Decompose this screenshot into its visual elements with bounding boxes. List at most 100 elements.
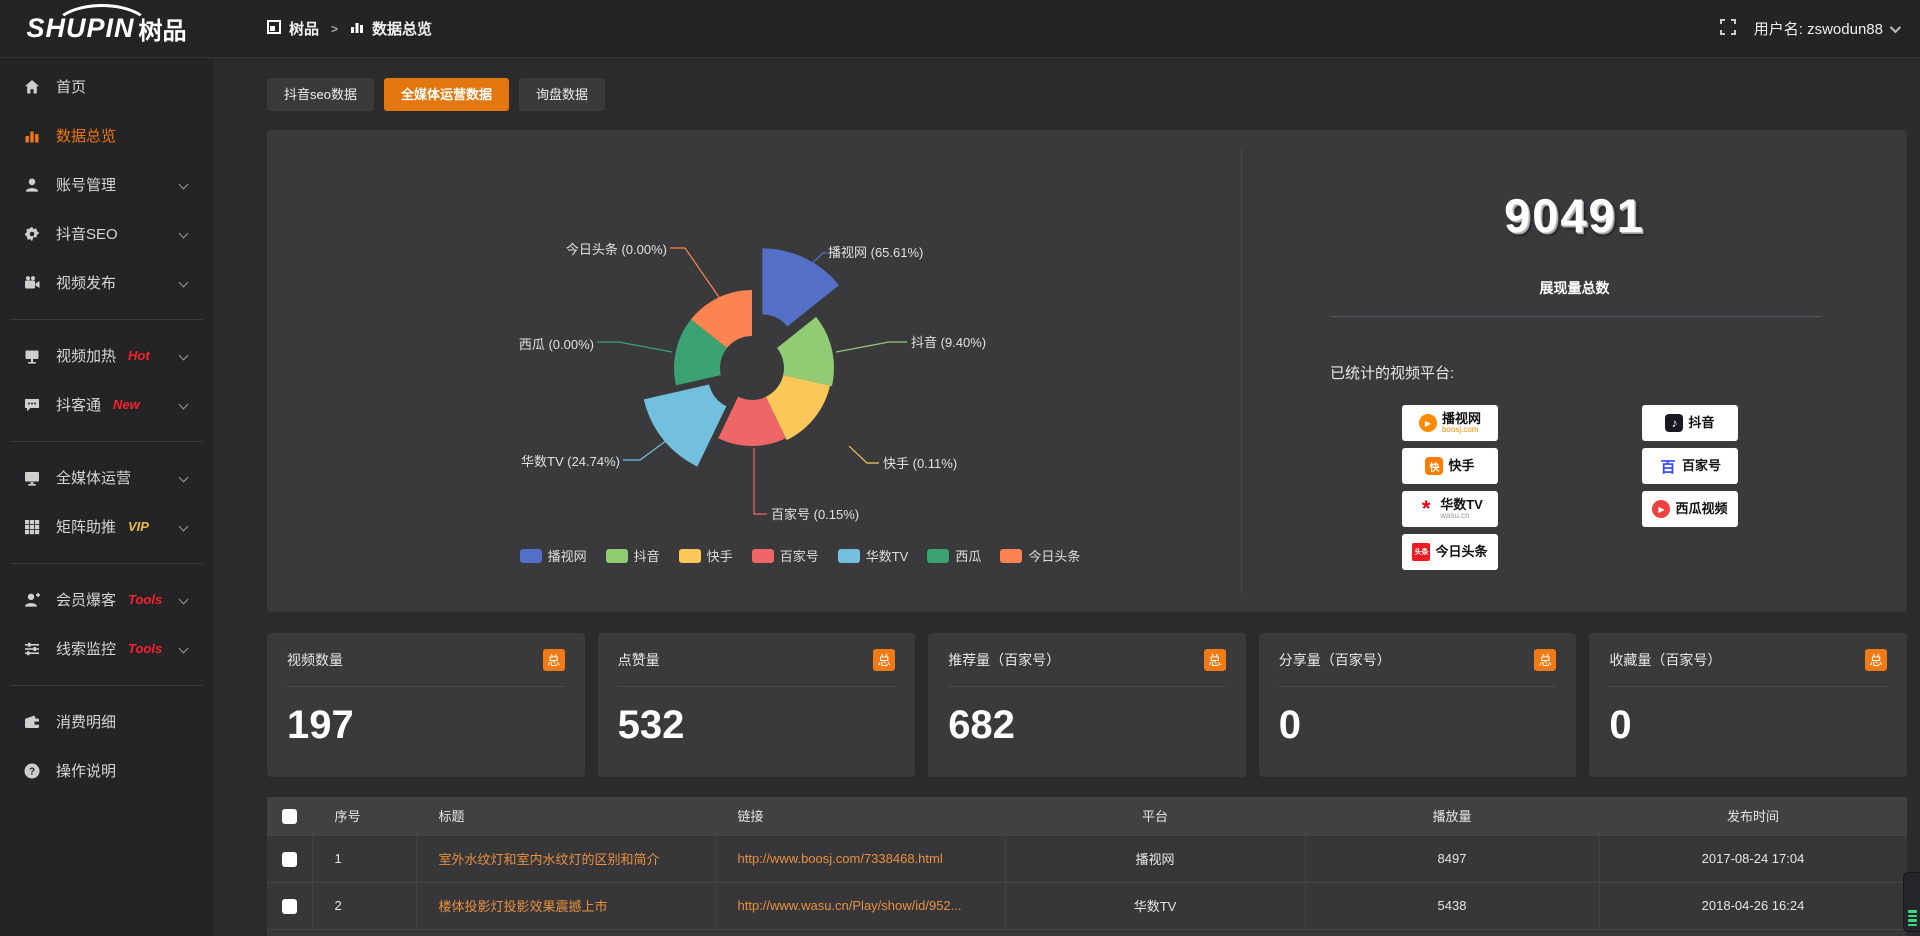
pie-slice-今日头条[interactable]	[691, 290, 752, 348]
sidebar-item-矩阵助推[interactable]: 矩阵助推 VIP	[0, 502, 213, 551]
sidebar-item-视频加热[interactable]: 视频加热 Hot	[0, 331, 213, 380]
row-checkbox[interactable]	[281, 898, 297, 914]
sidebar-item-操作说明[interactable]: ? 操作说明	[0, 746, 213, 795]
camera-icon	[22, 273, 42, 293]
floating-widget[interactable]	[1903, 872, 1920, 932]
sidebar-item-label: 会员爆客	[56, 592, 117, 609]
platform-name: 快手	[1448, 458, 1475, 474]
sidebar-item-会员爆客[interactable]: 会员爆客 Tools	[0, 575, 213, 624]
chevron-down-icon	[178, 521, 189, 532]
pie-label-line	[835, 341, 907, 353]
row-checkbox[interactable]	[281, 851, 297, 867]
tab-全媒体运营数据[interactable]: 全媒体运营数据	[383, 78, 509, 111]
sidebar-item-数据总览[interactable]: 数据总览	[0, 111, 213, 160]
legend-item-今日头条[interactable]: 今日头条	[1000, 546, 1080, 565]
total-badge: 总	[1864, 648, 1887, 671]
monitor-icon	[22, 468, 42, 488]
platform-name: 播视网	[1441, 410, 1481, 426]
platform-name: 抖音	[1688, 415, 1715, 431]
legend-label: 今日头条	[1028, 549, 1081, 564]
platform-badge-华数TV: * 华数TV wasu.cn	[1402, 491, 1498, 527]
platform-name: 华数TV	[1440, 496, 1483, 512]
xigua-logo-icon: ▶	[1652, 500, 1671, 518]
sidebar-item-视频发布[interactable]: 视频发布	[0, 258, 213, 307]
stat-card-value: 682	[948, 703, 1015, 747]
stat-card-收藏量（百家号）: 收藏量（百家号） 总 0	[1589, 633, 1907, 777]
user-icon	[22, 175, 42, 195]
pie-slice-百家号[interactable]	[718, 396, 786, 447]
cell-title-link[interactable]: 楼体投影灯投影效果震撼上市	[416, 882, 716, 930]
legend-item-快手[interactable]: 快手	[678, 546, 733, 565]
chat-icon	[22, 395, 42, 415]
pie-slice-播视网[interactable]	[762, 248, 839, 327]
kuaishou-logo-icon: 快	[1425, 457, 1444, 475]
pie-label: 华数TV (24.74%)	[521, 454, 620, 469]
legend-label: 抖音	[633, 549, 660, 564]
logo-arc-decoration	[52, 3, 152, 30]
platform-badge-播视网: ▶ 播视网 boosj.com	[1402, 405, 1498, 441]
legend-label: 西瓜	[955, 549, 982, 564]
tab-询盘数据[interactable]: 询盘数据	[518, 78, 605, 111]
cell-title-link[interactable]: 室外水纹灯和室内水纹灯的区别和简介	[416, 835, 716, 883]
pie-slice-快手[interactable]	[765, 375, 830, 441]
row-checkbox-cell	[267, 835, 313, 883]
pie-slice-华数TV[interactable]	[643, 384, 727, 467]
sidebar-divider	[0, 429, 213, 453]
legend-item-播视网[interactable]: 播视网	[519, 546, 587, 565]
sidebar-item-label: 数据总览	[56, 128, 117, 145]
bar-chart-icon	[350, 20, 364, 38]
breadcrumb-separator: >	[331, 21, 339, 36]
grid-icon	[22, 517, 42, 537]
cell-num: 2	[312, 882, 417, 930]
sidebar-item-抖音SEO[interactable]: 抖音SEO	[0, 209, 213, 258]
sidebar-item-badge: New	[113, 397, 140, 412]
cell-url-link[interactable]: http://www.wasu.cn/Play/show/id/952...	[715, 882, 1006, 930]
chevron-down-icon	[178, 472, 189, 483]
legend-item-抖音[interactable]: 抖音	[605, 546, 660, 565]
column-header-标题: 标题	[416, 797, 716, 836]
sidebar-item-抖客通[interactable]: 抖客通 New	[0, 380, 213, 429]
legend-label: 百家号	[779, 549, 819, 564]
logo: SHUPIN 树品	[0, 0, 213, 58]
summary-divider	[1331, 316, 1821, 317]
stat-card-点赞量: 点赞量 总 532	[597, 633, 916, 777]
platform-badge-西瓜视频: ▶ 西瓜视频	[1642, 491, 1738, 527]
table-row-clipped	[267, 929, 1907, 936]
sidebar-item-全媒体运营[interactable]: 全媒体运营	[0, 453, 213, 502]
legend-item-华数TV[interactable]: 华数TV	[837, 546, 908, 565]
legend-swatch	[927, 548, 950, 563]
pie-label-line	[623, 431, 679, 461]
wasu-logo-icon: *	[1421, 496, 1431, 521]
pie-slice-西瓜[interactable]	[674, 319, 727, 386]
stat-card-推荐量（百家号）: 推荐量（百家号） 总 682	[928, 633, 1246, 777]
chevron-down-icon	[178, 350, 189, 361]
sidebar-item-消费明细[interactable]: 消费明细	[0, 697, 213, 746]
sidebar-item-账号管理[interactable]: 账号管理	[0, 160, 213, 209]
fullscreen-icon[interactable]	[1719, 18, 1736, 39]
sidebar-item-线索监控[interactable]: 线索监控 Tools	[0, 624, 213, 673]
sidebar-item-首页[interactable]: 首页	[0, 62, 213, 111]
legend-swatch	[1000, 548, 1023, 563]
pie-slice-抖音[interactable]	[777, 316, 834, 387]
legend-item-百家号[interactable]: 百家号	[751, 546, 819, 565]
user-menu[interactable]: 用户名: zswodun88	[1754, 18, 1902, 39]
question-icon: ?	[22, 761, 42, 781]
row-checkbox-cell	[267, 882, 313, 930]
platform-sub: wasu.cn	[1440, 510, 1470, 520]
stat-card-title: 推荐量（百家号）	[948, 651, 1061, 668]
cell-num: 1	[312, 835, 417, 883]
rose-pie-chart: 播视网 (65.61%) 抖音 (9.40%) 快手 (0.11%) 百家号 (0.1…	[267, 130, 1241, 612]
platform-badge-百家号: 百百家号	[1642, 448, 1738, 484]
cell-platform: 华数TV	[1005, 882, 1306, 930]
stat-card-title: 视频数量	[287, 651, 343, 668]
legend-item-西瓜[interactable]: 西瓜	[927, 546, 981, 565]
cell-url-link[interactable]: http://www.boosj.com/7338468.html	[715, 835, 1006, 883]
tab-抖音seo数据[interactable]: 抖音seo数据	[267, 78, 374, 111]
chevron-down-icon	[178, 643, 189, 654]
gear-icon	[22, 224, 42, 244]
select-all-checkbox[interactable]	[281, 808, 297, 824]
breadcrumb-root[interactable]: 树品	[289, 21, 320, 38]
sidebar-divider	[0, 673, 213, 697]
table-header: 序号 标题 链接 平台 播放量 发布时间	[267, 797, 1907, 836]
